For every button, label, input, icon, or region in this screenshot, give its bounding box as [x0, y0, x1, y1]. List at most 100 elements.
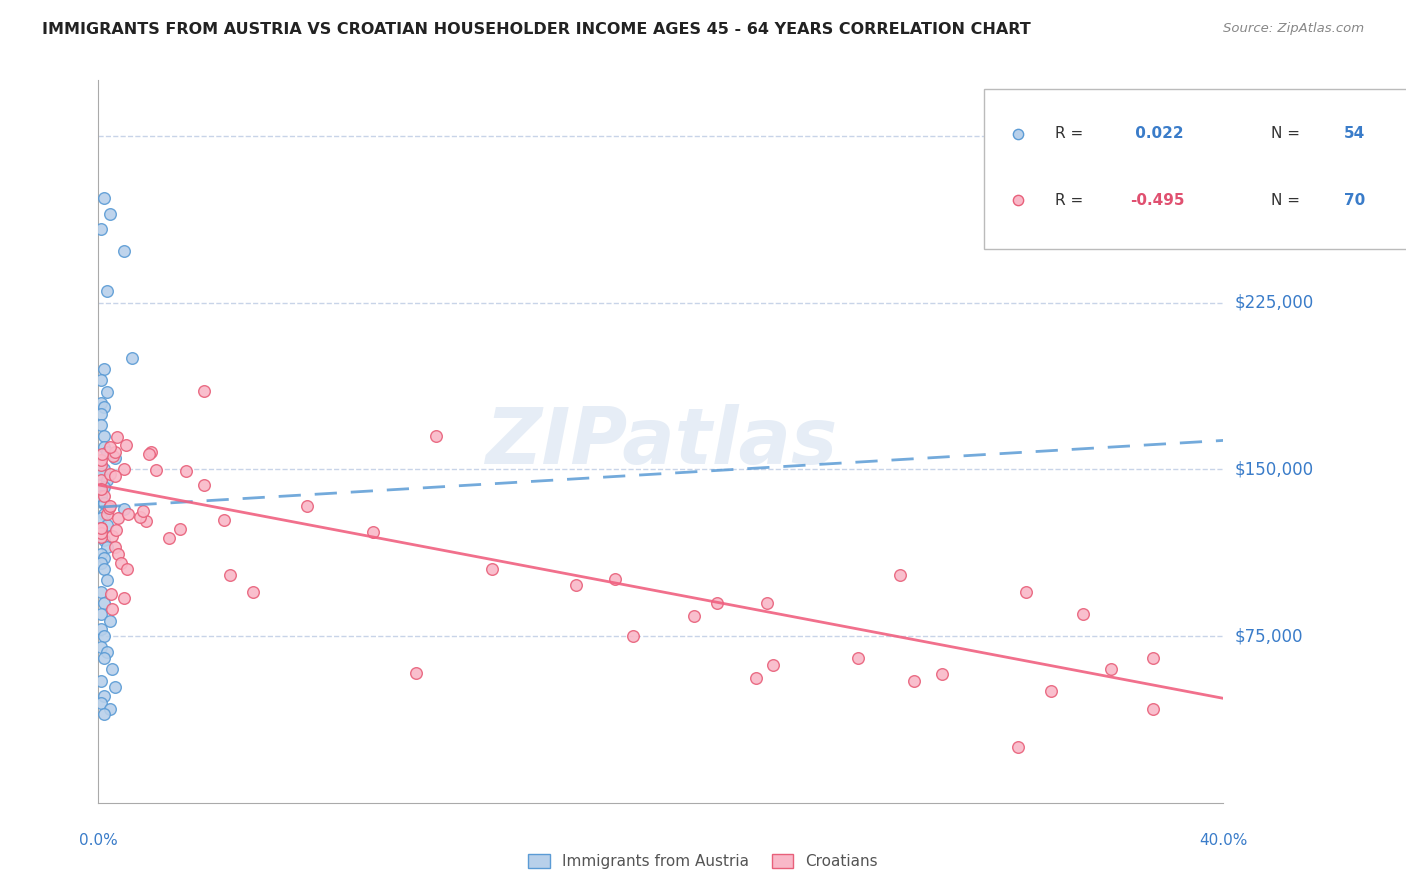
- Point: [405, 666, 427, 681]
- Point: [100, 587, 122, 601]
- Text: 70: 70: [1344, 193, 1365, 208]
- Point: [90, 623, 112, 637]
- Point: [105, 430, 128, 444]
- Point: [212, 513, 235, 527]
- Point: [242, 584, 264, 599]
- Point: [1015, 584, 1038, 599]
- Point: [90, 482, 112, 496]
- Point: [93, 362, 115, 376]
- Point: [138, 447, 160, 461]
- Text: R =: R =: [1054, 193, 1083, 208]
- Point: [104, 540, 127, 554]
- Point: [90, 458, 112, 473]
- Point: [295, 500, 318, 514]
- Point: [96, 540, 118, 554]
- Text: N =: N =: [1271, 126, 1301, 141]
- Point: [93, 689, 115, 703]
- Text: $75,000: $75,000: [1234, 627, 1303, 645]
- Point: [101, 662, 124, 676]
- Point: [1007, 740, 1029, 755]
- Point: [90, 467, 112, 481]
- Point: [98, 614, 121, 628]
- Point: [96, 285, 118, 299]
- Point: [1071, 607, 1094, 621]
- Point: [115, 438, 138, 452]
- Point: [90, 524, 112, 539]
- Point: [135, 514, 157, 528]
- Point: [744, 671, 766, 685]
- Text: 0.0%: 0.0%: [79, 833, 118, 848]
- Point: [93, 629, 115, 643]
- Text: 0.022: 0.022: [1130, 126, 1184, 141]
- Point: [1142, 702, 1164, 716]
- Point: [96, 645, 118, 659]
- Point: [481, 562, 503, 576]
- Point: [93, 706, 115, 721]
- Point: [90, 474, 112, 488]
- Point: [93, 429, 115, 443]
- Point: [90, 395, 112, 409]
- Point: [605, 572, 627, 586]
- Text: 54: 54: [1344, 126, 1365, 141]
- Point: [90, 447, 112, 461]
- Point: [115, 562, 138, 576]
- Point: [169, 522, 191, 536]
- Point: [93, 562, 115, 576]
- Point: [98, 499, 121, 513]
- Point: [110, 556, 132, 570]
- Point: [90, 458, 112, 472]
- Text: R =: R =: [1054, 126, 1083, 141]
- Point: [218, 568, 240, 582]
- Point: [121, 351, 143, 366]
- Point: [846, 651, 869, 665]
- Point: [107, 547, 129, 561]
- Point: [157, 531, 180, 545]
- Point: [112, 244, 135, 259]
- Point: [706, 596, 728, 610]
- Point: [193, 478, 215, 492]
- Point: [903, 673, 925, 688]
- Point: [96, 517, 118, 532]
- Point: [105, 524, 128, 538]
- Point: [96, 474, 118, 488]
- Point: [96, 384, 118, 399]
- Point: [90, 673, 112, 688]
- Point: [112, 502, 135, 516]
- Point: [104, 469, 127, 483]
- Point: [104, 451, 127, 466]
- Point: [96, 507, 118, 521]
- Text: 40.0%: 40.0%: [1199, 833, 1247, 848]
- Point: [90, 521, 112, 535]
- Point: [1007, 127, 1029, 141]
- Point: [97, 500, 120, 515]
- Bar: [984, 89, 1406, 249]
- Point: [1039, 684, 1062, 698]
- Point: [889, 567, 911, 582]
- Point: [98, 207, 121, 221]
- Point: [132, 504, 155, 518]
- Point: [96, 444, 118, 458]
- Point: [1142, 651, 1164, 665]
- Point: [93, 480, 115, 494]
- Point: [112, 462, 135, 476]
- Point: [90, 417, 112, 432]
- Point: [98, 702, 121, 716]
- Point: [90, 556, 112, 570]
- Point: [100, 440, 122, 454]
- Point: [93, 596, 115, 610]
- Point: [90, 484, 112, 499]
- Text: $150,000: $150,000: [1234, 460, 1313, 478]
- Text: Source: ZipAtlas.com: Source: ZipAtlas.com: [1223, 22, 1364, 36]
- Point: [93, 507, 115, 521]
- Point: [1007, 194, 1029, 208]
- Point: [112, 591, 135, 605]
- Point: [93, 496, 115, 510]
- Point: [90, 407, 112, 421]
- Text: $225,000: $225,000: [1234, 293, 1313, 311]
- Point: [90, 373, 112, 387]
- Point: [96, 574, 118, 588]
- Point: [90, 521, 112, 535]
- Point: [174, 464, 197, 478]
- Point: [193, 384, 215, 398]
- Point: [90, 584, 112, 599]
